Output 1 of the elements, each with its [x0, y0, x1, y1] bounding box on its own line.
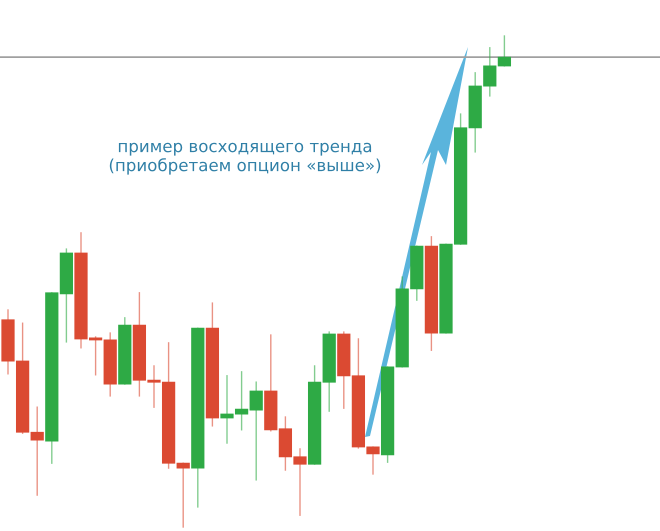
annotation: пример восходящего тренда (приобретаем опцион «выше»): [110, 142, 380, 175]
